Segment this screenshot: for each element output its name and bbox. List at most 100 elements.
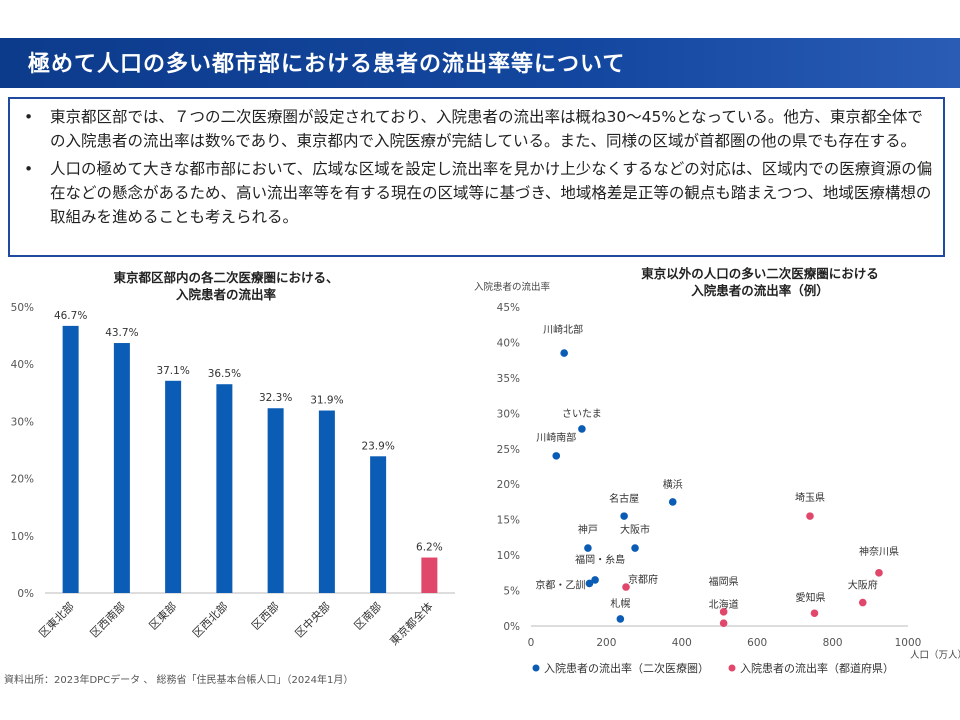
scatter-point bbox=[616, 615, 625, 623]
scatter-point-label: 福岡県 bbox=[709, 575, 739, 588]
bar bbox=[318, 410, 335, 593]
scatter-chart-title-line: 入院患者の流出率（例） bbox=[691, 283, 829, 298]
page-title: 極めて人口の多い都市部における患者の流出率等について bbox=[28, 52, 626, 77]
bar-y-tick-label: 0% bbox=[17, 588, 34, 600]
bullet-mark: • bbox=[24, 108, 34, 126]
scatter-y-tick-label: 30% bbox=[497, 408, 520, 420]
bar-y-tick-label: 10% bbox=[11, 531, 34, 543]
scatter-y-tick-label: 0% bbox=[503, 621, 520, 633]
scatter-chart-title-line: 東京以外の人口の多い二次医療圏における bbox=[641, 266, 879, 281]
bar-category-label: 区東北部 bbox=[36, 599, 77, 640]
bar-value-label: 37.1% bbox=[156, 365, 189, 377]
bar bbox=[113, 343, 130, 593]
scatter-point bbox=[552, 452, 561, 460]
bar-category-label: 区南部 bbox=[351, 599, 384, 632]
scatter-point bbox=[585, 579, 594, 588]
bar-chart-title-line: 東京都区部内の各二次医療圏における、 bbox=[113, 270, 338, 285]
scatter-point bbox=[668, 498, 677, 506]
scatter-point bbox=[875, 569, 883, 577]
scatter-point-label: 埼玉県 bbox=[795, 491, 825, 504]
bar-value-label: 31.9% bbox=[310, 395, 343, 407]
scatter-point bbox=[620, 512, 628, 520]
scatter-point bbox=[806, 512, 814, 520]
scatter-x-tick-label: 800 bbox=[823, 637, 843, 649]
bar bbox=[421, 557, 438, 593]
bar-value-label: 6.2% bbox=[416, 542, 443, 554]
bar-category-label: 区東部 bbox=[146, 599, 179, 632]
bar-value-label: 32.3% bbox=[259, 392, 292, 404]
bar bbox=[267, 408, 284, 593]
scatter-point bbox=[810, 609, 819, 618]
bar-value-label: 23.9% bbox=[361, 440, 394, 452]
scatter-point-label: 京都・乙訓 bbox=[535, 578, 585, 591]
scatter-y-tick-label: 25% bbox=[497, 444, 520, 456]
summary-box: • 東京都区部では、７つの二次医療圏が設定されており、入院患者の流出率は概ね30… bbox=[8, 97, 945, 257]
scatter-y-tick-label: 40% bbox=[497, 337, 520, 349]
scatter-point-label: 大阪府 bbox=[848, 579, 878, 592]
summary-bullet-1: • 東京都区部では、７つの二次医療圏が設定されており、入院患者の流出率は概ね30… bbox=[24, 105, 933, 153]
legend-label: 入院患者の流出率（都道府県） bbox=[740, 661, 894, 675]
bar bbox=[216, 384, 233, 593]
scatter-y-tick-label: 15% bbox=[497, 515, 520, 527]
legend-label: 入院患者の流出率（二次医療圏） bbox=[544, 661, 709, 675]
scatter-x-tick-label: 600 bbox=[747, 637, 767, 649]
bar-value-label: 43.7% bbox=[105, 327, 138, 339]
scatter-y-tick-label: 10% bbox=[497, 550, 520, 562]
scatter-point-label: 横浜 bbox=[663, 478, 683, 491]
scatter-point-label: 大阪市 bbox=[620, 523, 650, 536]
legend-marker bbox=[728, 664, 736, 672]
summary-text-2: 人口の極めて大きな都市部において、広域な区域を設定し流出率を見かけ上少なくするな… bbox=[50, 160, 933, 226]
scatter-point bbox=[719, 608, 728, 616]
bar-y-tick-label: 50% bbox=[11, 302, 34, 314]
scatter-point-label: さいたま bbox=[562, 408, 602, 420]
bar-category-label: 区西部 bbox=[249, 599, 282, 632]
bar-category-label: 区中央部 bbox=[292, 599, 333, 640]
scatter-point-label: 川崎南部 bbox=[536, 431, 576, 444]
scatter-point-label: 京都府 bbox=[628, 573, 658, 586]
scatter-x-axis-title: 人口（万人） bbox=[910, 649, 960, 661]
scatter-point bbox=[719, 619, 728, 627]
scatter-x-tick-label: 0 bbox=[528, 637, 535, 649]
summary-bullet-2: • 人口の極めて大きな都市部において、広域な区域を設定し流出率を見かけ上少なくす… bbox=[24, 157, 933, 229]
scatter-point-label: 神奈川県 bbox=[859, 545, 899, 558]
scatter-point bbox=[578, 425, 586, 433]
scatter-point-label: 神戸 bbox=[578, 523, 598, 536]
scatter-point bbox=[858, 598, 867, 607]
scatter-x-tick-label: 400 bbox=[672, 637, 692, 649]
scatter-point bbox=[631, 544, 639, 552]
scatter-point-label: 福岡・糸島 bbox=[575, 553, 625, 566]
scatter-point-label: 北海道 bbox=[709, 598, 739, 611]
scatter-y-tick-label: 45% bbox=[497, 302, 520, 314]
legend-marker bbox=[532, 664, 540, 672]
scatter-point-label: 川崎北部 bbox=[543, 323, 583, 336]
scatter-point bbox=[622, 583, 630, 591]
scatter-point bbox=[591, 576, 599, 584]
bar bbox=[165, 380, 182, 593]
scatter-point-label: 愛知県 bbox=[796, 591, 826, 604]
scatter-point-label: 札幌 bbox=[610, 597, 630, 610]
title-bar: 極めて人口の多い都市部における患者の流出率等について bbox=[0, 38, 960, 88]
scatter-point bbox=[584, 544, 592, 552]
bar-value-label: 46.7% bbox=[54, 310, 87, 322]
scatter-point-label: 名古屋 bbox=[609, 492, 639, 505]
bar-y-tick-label: 30% bbox=[11, 416, 34, 428]
scatter-y-tick-label: 5% bbox=[503, 586, 520, 598]
bar-value-label: 36.5% bbox=[208, 368, 241, 380]
scatter-y-tick-label: 35% bbox=[497, 373, 520, 385]
bar-y-tick-label: 40% bbox=[11, 359, 34, 371]
bar-y-tick-label: 20% bbox=[11, 474, 34, 486]
scatter-x-tick-label: 1000 bbox=[895, 637, 922, 649]
bar-category-label: 区西南部 bbox=[87, 599, 128, 640]
bar bbox=[62, 325, 79, 593]
bar-chart: 東京都区部内の各二次医療圏における、入院患者の流出率 0% 10% 20% 30% 40%… bbox=[11, 270, 455, 648]
bar-category-label: 東京都全体 bbox=[387, 599, 436, 648]
summary-text-1: 東京都区部では、７つの二次医療圏が設定されており、入院患者の流出率は概ね30～4… bbox=[50, 108, 923, 150]
bullet-mark: • bbox=[24, 160, 34, 178]
scatter-point bbox=[560, 349, 568, 357]
source-note: 資料出所：2023年DPCデータ 、 総務省「住民基本台帳人口」（2024年1月… bbox=[4, 675, 354, 686]
scatter-x-tick-label: 200 bbox=[596, 637, 616, 649]
scatter-y-tick-label: 20% bbox=[497, 479, 520, 491]
bar-chart-title-line: 入院患者の流出率 bbox=[176, 287, 277, 302]
scatter-y-axis-title: 入院患者の流出率 bbox=[474, 281, 551, 293]
